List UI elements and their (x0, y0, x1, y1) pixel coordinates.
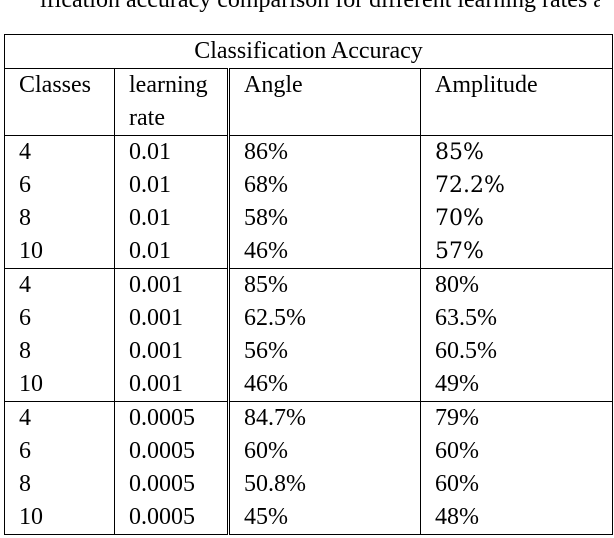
cell-amplitude: 85% (420, 135, 614, 169)
table-row: 4 0.001 85% 80% (4, 268, 614, 302)
table-row: 4 0.0005 84.7% 79% (4, 401, 614, 435)
cell-amplitude: 63.5% (420, 302, 614, 335)
cell-classes: 4 (4, 135, 115, 169)
cell-amplitude: 60.5% (420, 335, 614, 368)
table-row: 6 0.001 62.5% 63.5% (4, 302, 614, 335)
cell-angle: 85% (228, 268, 421, 302)
cell-classes: 8 (4, 468, 115, 501)
cell-amplitude: 72.2% (420, 169, 614, 202)
table-row: 6 0.01 68% 72.2% (4, 169, 614, 202)
cell-classes: 4 (4, 401, 115, 435)
cell-learning-rate: 0.01 (114, 202, 230, 235)
cell-angle: 45% (228, 501, 421, 535)
cell-classes: 10 (4, 501, 115, 535)
header-classes: Classes (4, 68, 115, 136)
cell-angle: 50.8% (228, 468, 421, 501)
table-body: 4 0.01 86% 85% 6 0.01 68% 72.2% 8 0.01 58% 70% 10 0.0… (4, 135, 614, 535)
cell-angle: 46% (228, 235, 421, 269)
cell-angle: 56% (228, 335, 421, 368)
cell-learning-rate: 0.001 (114, 302, 230, 335)
cell-classes: 10 (4, 235, 115, 269)
table-row: 4 0.01 86% 85% (4, 135, 614, 169)
table-row: 10 0.01 46% 57% (4, 235, 614, 269)
classification-accuracy-table: Classification Accuracy Classes learning… (3, 34, 614, 535)
cell-classes: 6 (4, 169, 115, 202)
cell-learning-rate: 0.01 (114, 235, 230, 269)
table-caption: ification accuracy comparison for differ… (40, 0, 600, 13)
cell-amplitude: 79% (420, 401, 614, 435)
table-title: Classification Accuracy (3, 34, 614, 69)
cell-learning-rate: 0.0005 (114, 435, 230, 468)
cell-learning-rate: 0.0005 (114, 468, 230, 501)
cell-angle: 58% (228, 202, 421, 235)
cell-learning-rate: 0.01 (114, 169, 230, 202)
cell-amplitude: 48% (420, 501, 614, 535)
header-learning-rate-line1: learning (129, 72, 208, 98)
cell-angle: 62.5% (228, 302, 421, 335)
header-amplitude: Amplitude (420, 68, 614, 136)
cell-amplitude: 57% (420, 235, 614, 269)
cell-learning-rate: 0.001 (114, 268, 230, 302)
cell-learning-rate: 0.0005 (114, 501, 230, 535)
table-container: Classification Accuracy Classes learning… (3, 34, 614, 535)
header-angle: Angle (228, 68, 421, 136)
cell-learning-rate: 0.01 (114, 135, 230, 169)
cell-amplitude: 60% (420, 468, 614, 501)
cell-amplitude: 80% (420, 268, 614, 302)
table-row: 10 0.001 46% 49% (4, 368, 614, 402)
cell-angle: 46% (228, 368, 421, 402)
table-row: 8 0.001 56% 60.5% (4, 335, 614, 368)
cell-classes: 8 (4, 202, 115, 235)
cell-amplitude: 49% (420, 368, 614, 402)
header-learning-rate: learning rate (114, 68, 230, 136)
cell-angle: 60% (228, 435, 421, 468)
table-row: 8 0.01 58% 70% (4, 202, 614, 235)
cell-classes: 6 (4, 435, 115, 468)
cell-angle: 84.7% (228, 401, 421, 435)
cell-amplitude: 60% (420, 435, 614, 468)
cell-learning-rate: 0.001 (114, 368, 230, 402)
table-row: 10 0.0005 45% 48% (4, 501, 614, 535)
cell-angle: 86% (228, 135, 421, 169)
cell-amplitude: 70% (420, 202, 614, 235)
table-row: 6 0.0005 60% 60% (4, 435, 614, 468)
cell-classes: 6 (4, 302, 115, 335)
table-row: 8 0.0005 50.8% 60% (4, 468, 614, 501)
cell-learning-rate: 0.0005 (114, 401, 230, 435)
cell-learning-rate: 0.001 (114, 335, 230, 368)
cell-angle: 68% (228, 169, 421, 202)
cell-classes: 8 (4, 335, 115, 368)
cell-classes: 4 (4, 268, 115, 302)
header-learning-rate-line2: rate (129, 105, 165, 131)
cell-classes: 10 (4, 368, 115, 402)
